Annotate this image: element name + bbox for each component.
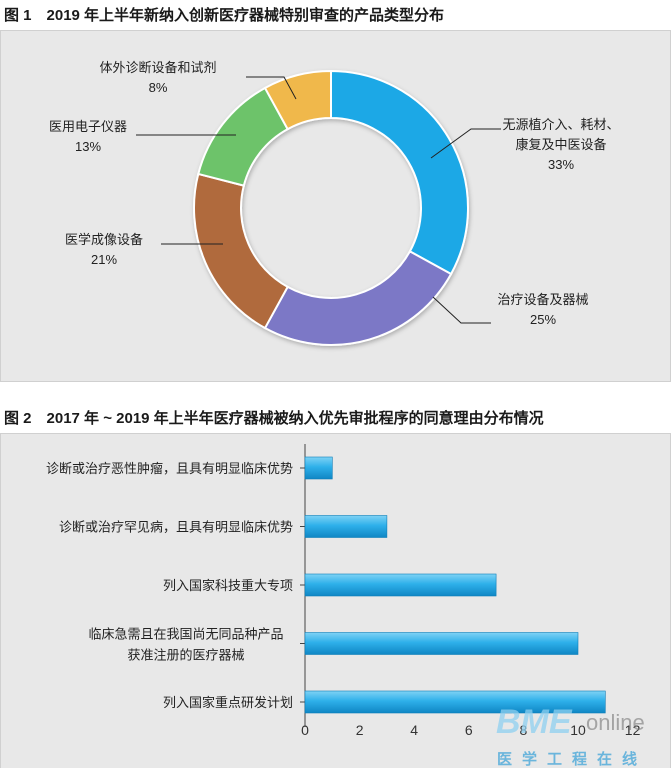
category-label-2: 诊断或治疗罕见病，且具有明显临床优势: [59, 520, 293, 535]
figure2-title: 图 2 2017 年 ~ 2019 年上半年医疗器械被纳入优先审批程序的同意理由…: [4, 410, 544, 427]
category-label-4: 临床急需且在我国尚无同品种产品: [88, 627, 283, 642]
watermark-sub: online: [586, 710, 645, 735]
donut-slice-2: [263, 250, 453, 346]
x-tick-label-4: 4: [410, 722, 418, 738]
bar-chart: 诊断或治疗恶性肿瘤，且具有明显临床优势诊断或治疗罕见病，且具有明显临床优势列入国…: [46, 444, 647, 768]
slice-value-label-3: 21%: [91, 252, 117, 267]
category-label-3: 列入国家科技重大专项: [163, 578, 293, 593]
category-label-1: 诊断或治疗恶性肿瘤，且具有明显临床优势: [46, 461, 293, 476]
bar-1: [304, 456, 333, 480]
donut-slice-5: [263, 69, 332, 131]
bar-5: [304, 690, 606, 714]
watermark-main: BME: [496, 703, 573, 741]
donut-chart: 无源植介入、耗材、康复及中医设备 33% 治疗设备及器械 25% 医学成像设备 21% 医用…: [49, 60, 620, 346]
x-tick-label-8: 8: [520, 722, 528, 738]
slice-name-label-4: 医用电子仪器: [49, 119, 127, 134]
x-tick-label-0: 0: [301, 722, 309, 738]
donut-slice-1: [330, 69, 469, 276]
slice-name-label-5: 体外诊断设备和试剂: [99, 60, 216, 75]
x-tick-label-10: 10: [570, 722, 586, 738]
leader-line-2: [432, 296, 491, 324]
slice-value-label-1: 33%: [548, 157, 574, 172]
slice-name-label-1: 无源植介入、耗材、: [502, 117, 619, 132]
bar-chart-panel: 诊断或治疗恶性肿瘤，且具有明显临床优势诊断或治疗罕见病，且具有明显临床优势列入国…: [0, 433, 671, 768]
slice-name-label-2: 治疗设备及器械: [497, 292, 588, 307]
leader-line-5: [246, 76, 297, 100]
bar-2: [304, 515, 388, 538]
leader-line-1: [430, 128, 501, 159]
x-tick-label-12: 12: [625, 722, 641, 738]
figure1-title: 图 1 2019 年上半年新纳入创新医疗器械特别审查的产品类型分布: [4, 7, 445, 24]
bar-3: [304, 573, 497, 597]
donut-chart-panel: 无源植介入、耗材、 康复及中医设备 33% 治疗设备及器械 25% 医学成像设备 21% 医用…: [0, 30, 671, 382]
slice-name-label-1: 康复及中医设备: [515, 137, 606, 152]
x-tick-label-6: 6: [465, 722, 473, 738]
bar-4: [304, 632, 579, 655]
category-label-4: 获准注册的医疗器械: [127, 648, 244, 663]
slice-value-label-4: 13%: [75, 139, 101, 154]
watermark-cn: 医学工程在线: [497, 750, 647, 768]
bme-online-watermark: BME online 医学工程在线: [496, 703, 647, 768]
category-label-5: 列入国家重点研发计划: [163, 695, 293, 710]
slice-value-label-2: 25%: [530, 312, 556, 327]
donut-slice-3: [193, 172, 289, 330]
slice-name-label-3: 医学成像设备: [65, 232, 143, 247]
slice-value-label-5: 8%: [149, 80, 168, 95]
x-tick-label-2: 2: [356, 722, 364, 738]
